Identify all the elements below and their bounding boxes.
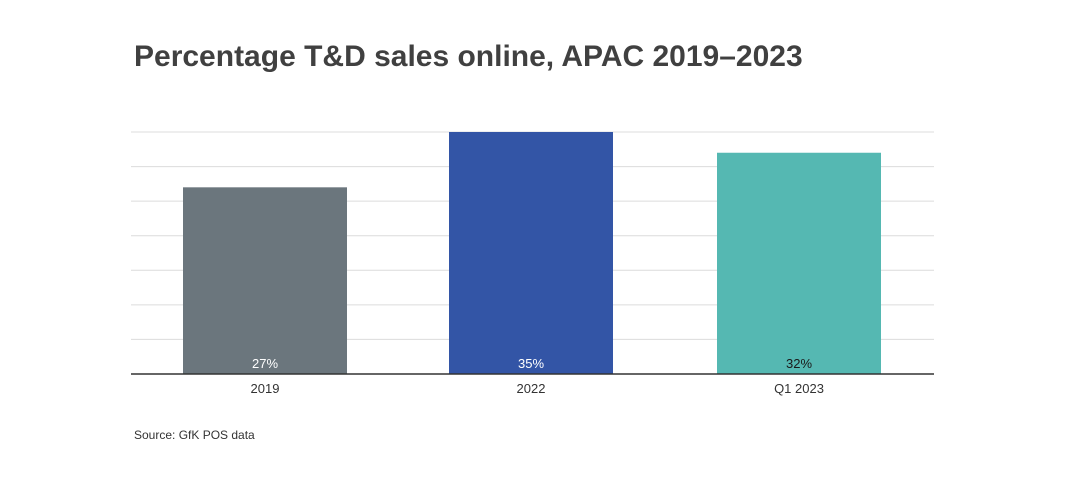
chart-title: Percentage T&D sales online, APAC 2019–2…: [134, 40, 803, 73]
x-tick-label: 2019: [251, 381, 280, 396]
value-label: 27%: [252, 356, 278, 371]
source-note: Source: GfK POS data: [134, 428, 255, 442]
value-label: 32%: [786, 356, 812, 371]
x-tick-label: 2022: [517, 381, 546, 396]
value-label: 35%: [518, 356, 544, 371]
bar-2019: [183, 187, 347, 374]
bars: [183, 132, 881, 374]
bar-chart: 27% 35% 32% 2019 2022 Q1 2023: [131, 131, 934, 396]
x-tick-labels: 2019 2022 Q1 2023: [251, 381, 824, 396]
bar-2022: [449, 132, 613, 374]
x-tick-label: Q1 2023: [774, 381, 824, 396]
bar-q1-2023: [717, 152, 881, 374]
value-labels: 27% 35% 32%: [252, 356, 812, 371]
